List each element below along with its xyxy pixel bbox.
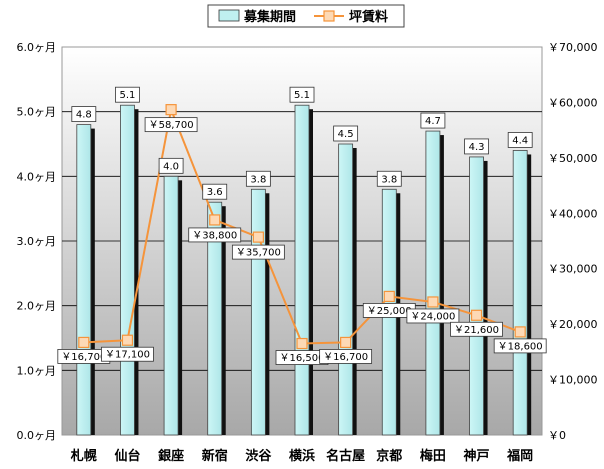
line-value-label: ￥18,600 bbox=[493, 338, 547, 354]
line-marker bbox=[78, 336, 90, 349]
svg-text:￥18,600: ￥18,600 bbox=[498, 341, 543, 352]
line-value-label: ￥38,800 bbox=[188, 227, 242, 243]
category-label: 新宿 bbox=[202, 448, 228, 464]
svg-text:4.3: 4.3 bbox=[469, 142, 485, 153]
left-tick-label: 1.0ヶ月 bbox=[17, 364, 57, 377]
bar-value-label: 3.8 bbox=[245, 170, 271, 187]
bar-value-label: 3.8 bbox=[376, 170, 402, 187]
right-tick-label: ￥0 bbox=[548, 429, 566, 442]
line-value-label: ￥17,100 bbox=[101, 346, 154, 362]
bar bbox=[163, 175, 183, 436]
svg-text:3.8: 3.8 bbox=[250, 174, 266, 185]
right-tick-label: ￥70,000 bbox=[548, 41, 598, 54]
right-tick-label: ￥10,000 bbox=[548, 374, 598, 387]
svg-text:募集期間: 募集期間 bbox=[243, 9, 296, 25]
category-label: 横浜 bbox=[289, 448, 315, 464]
bar bbox=[425, 130, 444, 436]
bar bbox=[207, 201, 226, 436]
svg-text:￥35,700: ￥35,700 bbox=[236, 248, 281, 259]
line-value-label: ￥16,700 bbox=[57, 349, 111, 364]
left-tick-label: 5.0ヶ月 bbox=[17, 106, 57, 119]
category-label: 名古屋 bbox=[326, 448, 365, 464]
svg-text:3.8: 3.8 bbox=[381, 174, 397, 185]
bar-value-label: 4.7 bbox=[420, 112, 446, 129]
svg-text:￥25,000: ￥25,000 bbox=[367, 306, 412, 317]
svg-text:￥16,700: ￥16,700 bbox=[323, 352, 368, 363]
svg-text:5.1: 5.1 bbox=[120, 90, 136, 101]
legend-entry-bar: 募集期間 bbox=[218, 9, 296, 25]
svg-text:3.6: 3.6 bbox=[207, 187, 223, 198]
left-tick-label: 4.0ヶ月 bbox=[17, 170, 57, 183]
line-value-label: ￥21,600 bbox=[450, 321, 503, 337]
line-value-label: ￥35,700 bbox=[231, 244, 285, 260]
svg-text:￥16,500: ￥16,500 bbox=[280, 353, 325, 364]
right-tick-label: ￥40,000 bbox=[548, 207, 598, 220]
line-marker bbox=[427, 296, 439, 308]
svg-text:￥38,800: ￥38,800 bbox=[192, 230, 237, 241]
bar-value-label: 3.6 bbox=[202, 183, 228, 200]
bar bbox=[294, 104, 313, 436]
category-label: 梅田 bbox=[420, 448, 446, 464]
svg-text:4.4: 4.4 bbox=[512, 135, 528, 146]
bar-value-label: 4.5 bbox=[333, 125, 359, 142]
legend: 募集期間 坪賃料 bbox=[207, 4, 405, 28]
bar bbox=[338, 143, 357, 436]
line-marker bbox=[514, 326, 526, 338]
svg-text:￥58,700: ￥58,700 bbox=[149, 120, 194, 131]
category-label: 神戸 bbox=[464, 448, 490, 464]
line-marker bbox=[296, 337, 308, 350]
bar bbox=[469, 156, 488, 436]
legend-box: 募集期間 坪賃料 bbox=[207, 4, 405, 28]
category-label: 札幌 bbox=[70, 448, 97, 464]
line-value-label: ￥16,700 bbox=[319, 349, 373, 364]
line-marker bbox=[252, 231, 264, 243]
left-tick-label: 0.0ヶ月 bbox=[17, 429, 57, 442]
category-label: 仙台 bbox=[114, 448, 140, 464]
line-marker bbox=[165, 104, 177, 116]
axes: 0.0ヶ月 1.0ヶ月 2.0ヶ月 3.0ヶ月 4.0ヶ月 5.0ヶ月 6.0ヶ月 ￥0 ￥10… bbox=[17, 41, 598, 464]
svg-text:4.5: 4.5 bbox=[338, 129, 354, 140]
svg-text:4.8: 4.8 bbox=[76, 110, 92, 121]
bar bbox=[250, 188, 270, 436]
right-tick-label: ￥30,000 bbox=[548, 263, 598, 276]
svg-text:￥24,000: ￥24,000 bbox=[410, 311, 455, 322]
left-tick-label: 3.0ヶ月 bbox=[17, 235, 57, 248]
line-marker bbox=[383, 290, 395, 303]
category-label: 京都 bbox=[376, 448, 402, 464]
svg-text:4.0: 4.0 bbox=[163, 161, 179, 172]
bar-value-label: 5.1 bbox=[115, 86, 140, 103]
line-value-label: ￥58,700 bbox=[144, 117, 198, 133]
bar-value-label: 4.3 bbox=[464, 138, 489, 155]
bar-value-label: 4.8 bbox=[71, 106, 97, 122]
bar bbox=[512, 150, 532, 436]
category-label: 銀座 bbox=[158, 448, 184, 464]
data-labels: 4.8 5.1 4.0 3.6 3.8 5.1 4.5 3.8 4.7 4.3 4.4 ￥16,700… bbox=[57, 86, 547, 365]
svg-text:4.7: 4.7 bbox=[425, 116, 441, 127]
bar-value-label: 4.4 bbox=[507, 132, 533, 148]
line-marker bbox=[209, 214, 221, 226]
svg-text:5.1: 5.1 bbox=[294, 90, 310, 101]
category-label: 渋谷 bbox=[245, 448, 272, 464]
line-marker bbox=[470, 309, 483, 321]
line-value-label: ￥24,000 bbox=[406, 308, 460, 324]
svg-text:坪賃料: 坪賃料 bbox=[349, 9, 388, 25]
right-tick-label: ￥20,000 bbox=[548, 318, 598, 331]
line-marker bbox=[121, 334, 134, 346]
svg-text:￥21,600: ￥21,600 bbox=[454, 325, 499, 336]
right-tick-label: ￥50,000 bbox=[548, 152, 598, 165]
svg-text:￥17,100: ￥17,100 bbox=[105, 350, 150, 361]
right-tick-label: ￥60,000 bbox=[548, 96, 598, 109]
legend-entry-line: 坪賃料 bbox=[314, 9, 388, 25]
svg-text:￥16,700: ￥16,700 bbox=[61, 352, 106, 363]
bar-value-label: 5.1 bbox=[289, 86, 315, 103]
bar bbox=[76, 124, 95, 436]
line-series bbox=[78, 104, 526, 350]
left-tick-label: 6.0ヶ月 bbox=[17, 41, 57, 54]
bar bbox=[120, 104, 139, 436]
line-marker bbox=[340, 336, 352, 349]
category-label: 福岡 bbox=[506, 448, 533, 464]
left-tick-label: 2.0ヶ月 bbox=[17, 300, 57, 313]
bar-value-label: 4.0 bbox=[158, 157, 184, 174]
